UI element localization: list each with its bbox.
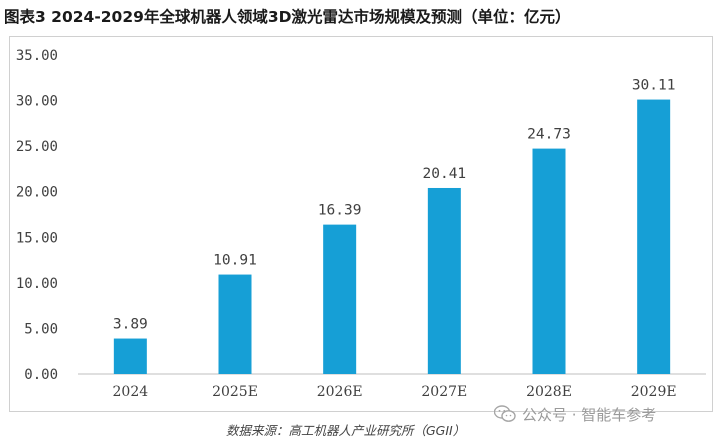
- data-label: 10.91: [213, 253, 257, 269]
- data-label: 30.11: [632, 78, 676, 94]
- y-tick-label: 10.00: [16, 276, 58, 292]
- y-tick-label: 0.00: [24, 367, 58, 383]
- y-tick-label: 30.00: [16, 94, 58, 110]
- wechat-icon: [494, 405, 516, 422]
- chart-frame: [9, 36, 713, 412]
- data-label: 16.39: [318, 203, 362, 219]
- y-tick-label: 5.00: [24, 321, 58, 337]
- x-tick-label: 2026E: [317, 384, 363, 400]
- y-tick-label: 20.00: [16, 185, 58, 201]
- bar-2025E: [218, 274, 252, 374]
- y-tick-label: 35.00: [16, 48, 58, 64]
- x-tick-label: 2028E: [526, 384, 572, 400]
- watermark-text: 公众号 · 智能车参考: [522, 405, 657, 424]
- y-tick-label: 15.00: [16, 230, 58, 246]
- bar-2026E: [323, 224, 357, 374]
- chart-title: 图表3 2024-2029年全球机器人领域3D激光雷达市场规模及预测（单位：亿元…: [4, 8, 571, 26]
- data-label: 3.89: [113, 317, 148, 333]
- data-label: 24.73: [527, 127, 571, 143]
- bar-2028E: [532, 148, 566, 374]
- y-tick-label: 25.00: [16, 139, 58, 155]
- bar-2024: [113, 338, 147, 374]
- data-source: 数据来源：高工机器人产业研究所（GGII）: [226, 423, 466, 438]
- bar-2027E: [427, 187, 461, 374]
- bar-2029E: [637, 99, 671, 375]
- x-tick-label: 2024: [113, 384, 149, 400]
- watermark: 公众号 · 智能车参考: [494, 404, 656, 424]
- data-label: 20.41: [423, 166, 467, 182]
- x-tick-label: 2029E: [631, 384, 677, 400]
- x-tick-label: 2027E: [421, 384, 467, 400]
- x-tick-label: 2025E: [212, 384, 258, 400]
